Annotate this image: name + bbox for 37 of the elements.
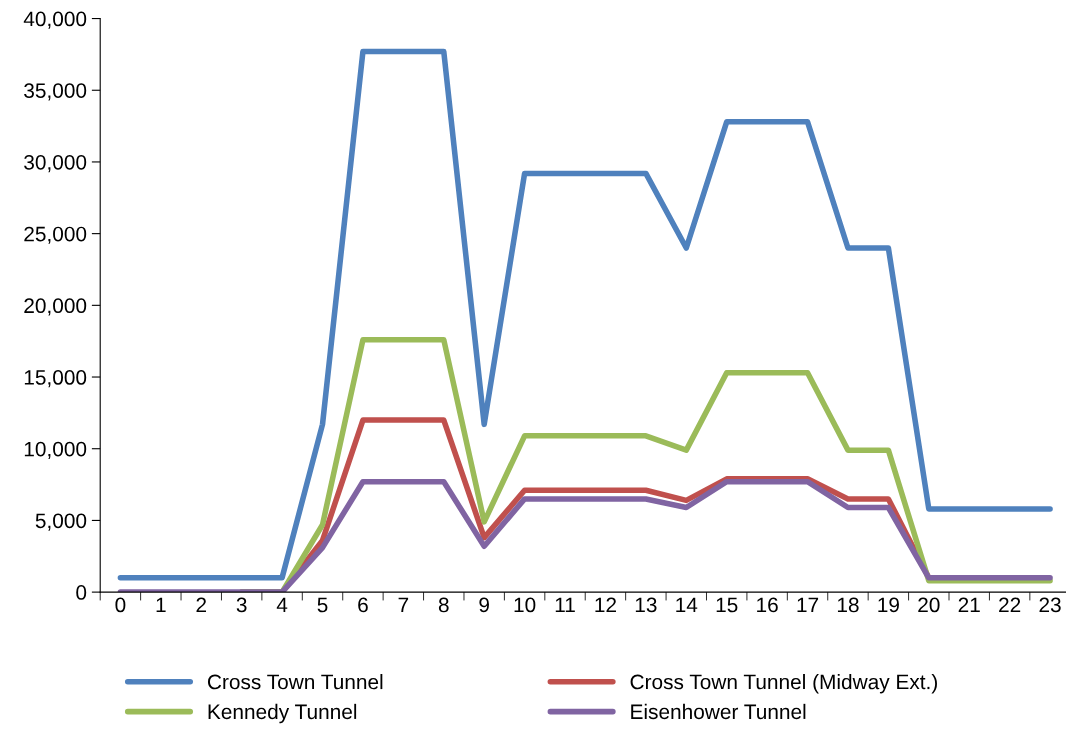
y-tick-label: 25,000 (24, 226, 87, 244)
x-tick-label: 2 (196, 597, 206, 613)
y-tick-label: 5,000 (35, 513, 87, 531)
x-tick-label: 11 (555, 597, 575, 613)
x-tick-label: 17 (797, 597, 819, 613)
x-tick-label: 6 (358, 597, 368, 613)
y-tick-label: 30,000 (24, 154, 87, 173)
x-tick-label: 12 (595, 597, 616, 613)
y-tick-label: 35,000 (24, 83, 87, 101)
x-tick-label: 9 (479, 597, 489, 613)
x-tick-label: 21 (958, 597, 980, 613)
x-tick-label: 5 (317, 597, 328, 613)
x-tick-label: 19 (878, 597, 899, 613)
y-tick-label: 40,000 (23, 11, 87, 29)
x-tick-label: 13 (635, 597, 657, 613)
y-tick-label: 20,000 (24, 298, 87, 316)
x-tick-label: 20 (918, 597, 940, 613)
y-tick-label: 0 (76, 585, 87, 600)
x-tick-label: 7 (398, 597, 409, 613)
x-tick-label: 1 (156, 597, 166, 613)
x-tick-label: 0 (115, 597, 126, 613)
x-tick-label: 3 (236, 597, 247, 613)
x-tick-label: 8 (438, 597, 449, 613)
y-tick-label: 15,000 (24, 370, 87, 388)
legend-label: Kennedy Tunnel (208, 703, 357, 724)
x-tick-label: 18 (837, 597, 859, 613)
legend-label: Cross Town Tunnel (207, 673, 383, 690)
x-tick-label: 22 (999, 597, 1021, 613)
x-tick-label: 23 (1039, 597, 1061, 613)
legend-label: Cross Town Tunnel (Midway Ext.) (630, 673, 937, 694)
x-tick-label: 16 (757, 597, 778, 613)
x-tick-label: 4 (276, 597, 288, 613)
x-tick-label: 10 (514, 597, 536, 613)
legend-label: Eisenhower Tunnel (631, 703, 806, 720)
x-tick-label: 14 (676, 597, 698, 613)
y-tick-label: 10,000 (24, 441, 87, 459)
x-tick-label: 15 (716, 597, 738, 613)
